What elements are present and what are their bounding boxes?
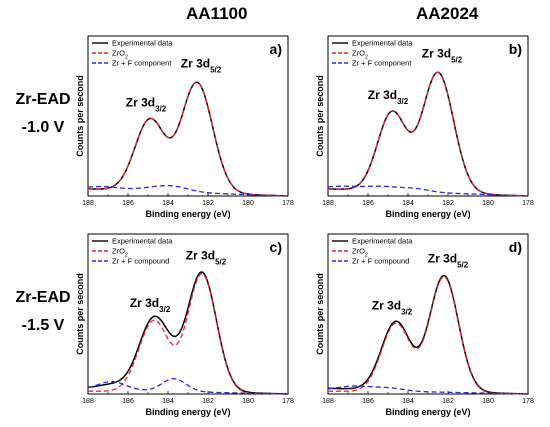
y-axis-label: Counts per second [315,75,325,157]
x-tick-label: 186 [362,398,374,405]
x-axis-label: Binding energy (eV) [385,407,470,417]
series-zr-f-line [327,185,529,197]
chart-panel-b: 188 186 184 182 180 178 Binding energy (eV) Cou… [315,35,534,219]
x-axis-label: Binding energy (eV) [145,209,230,219]
legend-entry: ZrO2 [112,49,128,61]
series-experimental-line [327,274,529,395]
x-tick-label: 182 [442,200,454,207]
peak-label: Zr 3d3/2 [126,95,167,113]
legend-entry: ZrO2 [352,49,368,61]
x-axis-label: Binding energy (eV) [145,407,230,417]
legend-entry: Zr + F component [352,59,412,68]
chart-panel-d: 188 186 184 182 180 178 Binding energy (eV) Cou… [315,233,534,417]
x-tick-label: 186 [362,200,374,207]
row-header-2: Zr-EAD -1.5 V [2,284,84,340]
panel-tag: a) [270,41,282,57]
legend-entry: ZrO2 [112,247,128,259]
series-zr-f-line [87,378,289,395]
x-tick-label: 180 [482,200,494,207]
legend-entry: Zr + F compound [112,257,169,266]
panel-tag: b) [509,41,522,57]
row-header-2-line2: -1.5 V [21,317,65,334]
x-tick-label: 186 [122,398,134,405]
row-header-1: Zr-EAD -1.0 V [2,86,84,142]
row-header-2-line1: Zr-EAD [15,289,71,306]
column-header-aa1100: AA1100 [186,4,248,23]
legend-entry: Experimental data [112,39,173,48]
peak-label: Zr 3d3/2 [372,299,413,317]
series-zro2-line [87,273,289,395]
x-tick-label: 188 [82,200,94,207]
x-tick-label: 184 [162,200,174,207]
x-tick-label: 178 [282,398,294,405]
x-tick-label: 180 [482,398,494,405]
x-tick-label: 188 [322,200,334,207]
peak-label: Zr 3d5/2 [428,252,469,270]
legend-entry: Experimental data [352,237,413,246]
peak-label: Zr 3d5/2 [422,47,463,65]
series-zro2-line [327,276,529,395]
x-tick-label: 184 [402,398,414,405]
column-header-aa2024: AA2024 [416,4,479,23]
x-tick-label: 178 [282,200,294,207]
series-zro2-line [327,71,529,197]
series-experimental-line [87,81,289,197]
peak-label: Zr 3d3/2 [368,88,409,106]
x-tick-label: 178 [522,200,534,207]
series-zro2-line [87,81,289,197]
peak-label: Zr 3d3/2 [130,296,171,314]
peak-label: Zr 3d5/2 [181,57,222,75]
x-tick-label: 184 [402,200,414,207]
series-experimental-line [87,271,289,395]
y-axis-label: Counts per second [75,273,85,355]
series-zr-f-line [87,184,289,197]
panel-tag: c) [270,239,282,255]
y-axis-label: Counts per second [315,273,325,355]
series-zr-f-line [327,385,529,395]
peak-label: Zr 3d5/2 [186,249,227,267]
legend-entry: Zr + F compound [352,257,409,266]
panel-tag: d) [509,239,522,255]
legend-entry: Experimental data [352,39,413,48]
x-tick-label: 188 [322,398,334,405]
series-experimental-line [327,71,529,197]
x-tick-label: 184 [162,398,174,405]
x-tick-label: 178 [522,398,534,405]
x-tick-label: 182 [442,398,454,405]
legend-entry: Experimental data [112,237,173,246]
chart-panel-c: 188 186 184 182 180 178 Binding energy (eV) Cou… [75,233,294,417]
x-tick-label: 182 [202,200,214,207]
x-tick-label: 188 [82,398,94,405]
row-header-1-line1: Zr-EAD [15,91,71,108]
legend-entry: Zr + F component [112,59,172,68]
x-tick-label: 186 [122,200,134,207]
y-axis-label: Counts per second [75,75,85,157]
x-axis-label: Binding energy (eV) [385,209,470,219]
x-tick-label: 180 [242,200,254,207]
chart-panel-a: 188 186 184 182 180 178 Binding energy (eV) Cou… [75,35,294,219]
legend-entry: ZrO2 [352,247,368,259]
x-tick-label: 182 [202,398,214,405]
x-tick-label: 180 [242,398,254,405]
row-header-1-line2: -1.0 V [21,119,65,136]
